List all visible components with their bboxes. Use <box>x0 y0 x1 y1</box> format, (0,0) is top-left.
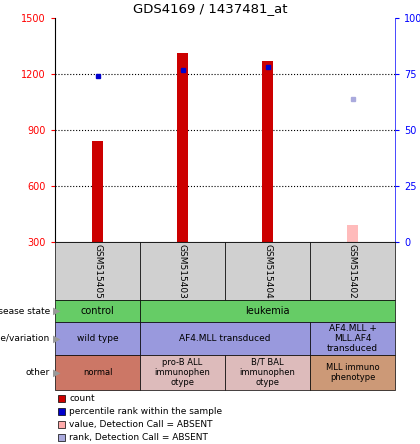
Text: GSM515405: GSM515405 <box>93 244 102 298</box>
Text: normal: normal <box>83 368 112 377</box>
Text: ▶: ▶ <box>53 333 60 344</box>
Bar <box>347 225 357 242</box>
Text: rank, Detection Call = ABSENT: rank, Detection Call = ABSENT <box>69 433 208 442</box>
Text: leukemia: leukemia <box>245 306 290 316</box>
Text: control: control <box>81 306 114 316</box>
Bar <box>92 141 102 242</box>
Text: GSM515402: GSM515402 <box>348 244 357 298</box>
Bar <box>262 61 273 242</box>
Text: MLL immuno
phenotype: MLL immuno phenotype <box>326 363 379 382</box>
Text: GSM515403: GSM515403 <box>178 244 187 298</box>
Bar <box>177 53 188 242</box>
Text: count: count <box>69 394 95 403</box>
Text: B/T BAL
immunophen
otype: B/T BAL immunophen otype <box>239 357 295 388</box>
Text: value, Detection Call = ABSENT: value, Detection Call = ABSENT <box>69 420 213 429</box>
Text: other: other <box>26 368 50 377</box>
Text: ▶: ▶ <box>53 368 60 377</box>
Text: percentile rank within the sample: percentile rank within the sample <box>69 407 222 416</box>
Text: disease state: disease state <box>0 306 50 316</box>
Text: AF4.MLL +
MLL.AF4
transduced: AF4.MLL + MLL.AF4 transduced <box>327 324 378 353</box>
Text: ▶: ▶ <box>53 306 60 316</box>
Text: AF4.MLL transduced: AF4.MLL transduced <box>179 334 271 343</box>
Text: genotype/variation: genotype/variation <box>0 334 50 343</box>
Text: wild type: wild type <box>77 334 118 343</box>
Text: GDS4169 / 1437481_at: GDS4169 / 1437481_at <box>133 2 287 15</box>
Text: GSM515404: GSM515404 <box>263 244 272 298</box>
Text: pro-B ALL
immunophen
otype: pro-B ALL immunophen otype <box>155 357 210 388</box>
